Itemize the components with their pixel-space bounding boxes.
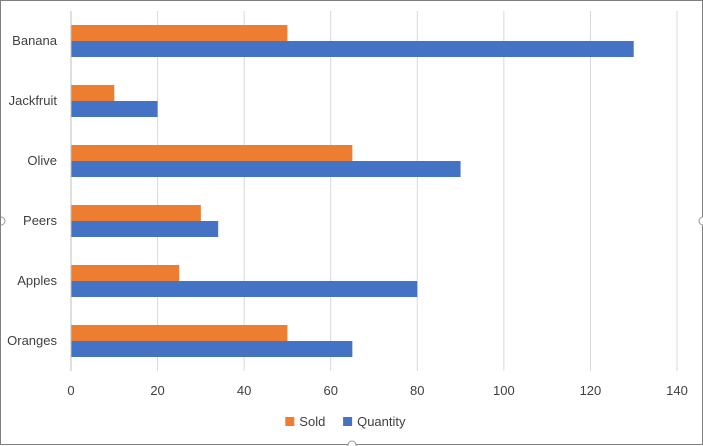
bars [71, 25, 634, 357]
bar-quantity-olive[interactable] [71, 161, 461, 177]
x-tick-label: 100 [493, 383, 515, 398]
legend[interactable]: Sold Quantity [285, 414, 406, 429]
bar-sold-banana[interactable] [71, 25, 288, 41]
x-tick-label: 20 [150, 383, 164, 398]
bar-sold-apples[interactable] [71, 265, 180, 281]
legend-swatch-quantity [343, 417, 353, 426]
gridlines [157, 11, 678, 371]
x-tick-label: 40 [237, 383, 251, 398]
bar-sold-jackfruit[interactable] [71, 85, 115, 101]
category-label: Jackfruit [9, 93, 58, 108]
bar-quantity-peers[interactable] [71, 221, 219, 237]
labels: 0 20 40 60 80 100 120 140 Banana Jackfruit Olive Pe… [7, 33, 688, 398]
category-label: Olive [27, 153, 57, 168]
bar-quantity-oranges[interactable] [71, 341, 353, 357]
legend-swatch-sold [285, 417, 295, 426]
resize-handle-bottom[interactable] [347, 440, 357, 446]
category-label: Apples [17, 273, 57, 288]
resize-handle-left[interactable] [1, 216, 6, 226]
category-label: Banana [12, 33, 58, 48]
x-tick-label: 140 [666, 383, 688, 398]
bar-sold-olive[interactable] [71, 145, 353, 161]
bar-quantity-banana[interactable] [71, 41, 634, 57]
x-tick-label: 0 [67, 383, 74, 398]
x-tick-label: 80 [410, 383, 424, 398]
bar-quantity-apples[interactable] [71, 281, 418, 297]
bar-quantity-jackfruit[interactable] [71, 101, 158, 117]
x-tick-label: 60 [323, 383, 337, 398]
category-label: Peers [23, 213, 57, 228]
x-tick-label: 120 [580, 383, 602, 398]
bar-sold-peers[interactable] [71, 205, 201, 221]
legend-label-quantity: Quantity [357, 414, 406, 429]
resize-handle-right[interactable] [698, 216, 703, 226]
category-label: Oranges [7, 333, 57, 348]
legend-label-sold: Sold [299, 414, 325, 429]
bar-sold-oranges[interactable] [71, 325, 288, 341]
